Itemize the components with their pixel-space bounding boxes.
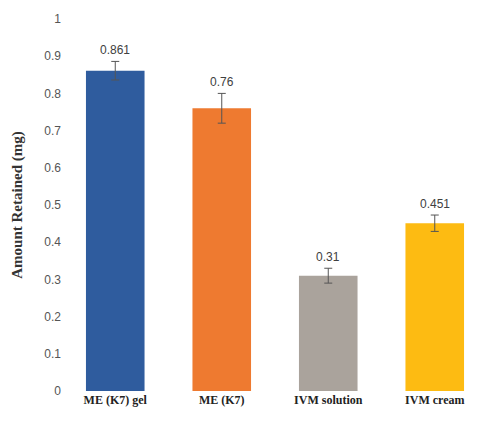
svg-text:0.3: 0.3 bbox=[44, 273, 61, 287]
svg-text:IVM cream: IVM cream bbox=[405, 393, 464, 407]
svg-text:1: 1 bbox=[54, 12, 61, 26]
svg-text:0.31: 0.31 bbox=[316, 250, 340, 264]
svg-text:0.6: 0.6 bbox=[44, 161, 61, 175]
svg-text:0.451: 0.451 bbox=[420, 197, 450, 211]
svg-text:0.4: 0.4 bbox=[44, 235, 61, 249]
svg-text:ME (K7): ME (K7) bbox=[199, 393, 245, 407]
svg-text:0.2: 0.2 bbox=[44, 310, 61, 324]
svg-text:0.1: 0.1 bbox=[44, 347, 61, 361]
svg-text:ME (K7) gel: ME (K7) gel bbox=[84, 393, 148, 407]
svg-text:0.861: 0.861 bbox=[100, 43, 130, 57]
svg-text:0.7: 0.7 bbox=[44, 124, 61, 138]
svg-text:IVM solution: IVM solution bbox=[294, 393, 363, 407]
svg-text:0.9: 0.9 bbox=[44, 49, 61, 63]
svg-text:0: 0 bbox=[54, 384, 61, 398]
svg-text:0.76: 0.76 bbox=[210, 75, 234, 89]
svg-text:0.8: 0.8 bbox=[44, 87, 61, 101]
svg-text:Amount Retained (mg): Amount Retained (mg) bbox=[9, 131, 26, 279]
svg-text:0.5: 0.5 bbox=[44, 198, 61, 212]
